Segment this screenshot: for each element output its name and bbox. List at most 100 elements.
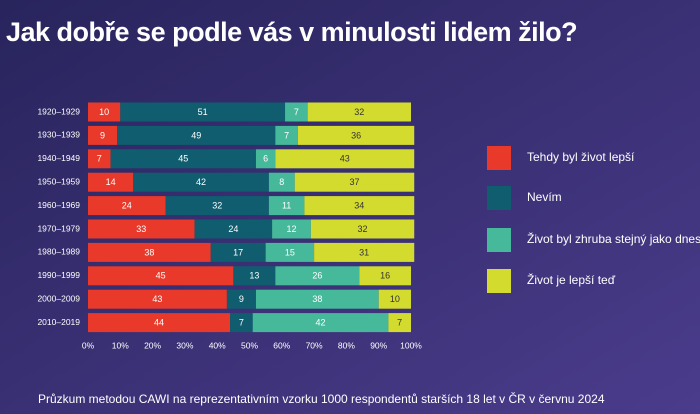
value-label: 7 (97, 154, 102, 164)
value-label: 44 (154, 317, 164, 327)
bar-segment (110, 149, 256, 169)
value-label: 6 (263, 154, 268, 164)
bar-segment (268, 196, 305, 216)
bar-segment (88, 172, 134, 192)
value-label: 32 (358, 224, 368, 234)
bar-segment (304, 196, 415, 216)
value-label: 43 (340, 154, 350, 164)
value-label: 8 (279, 177, 284, 187)
value-label: 10 (390, 294, 400, 304)
bar-segment (210, 242, 266, 262)
bar-segment (388, 313, 411, 333)
bar-segment (285, 102, 308, 122)
legend-label: Nevím (527, 190, 562, 204)
value-label: 31 (359, 247, 369, 257)
x-tick-label: 100% (400, 340, 422, 350)
value-label: 13 (249, 271, 259, 281)
bar-segment (275, 266, 360, 286)
value-label: 7 (397, 317, 402, 327)
category-label: 2010–2019 (37, 317, 80, 327)
x-tick-label: 20% (144, 340, 161, 350)
bar-segment (297, 125, 415, 145)
bar-segment (307, 102, 411, 122)
legend-label: Život je lepší teď (527, 272, 616, 287)
value-label: 11 (282, 200, 291, 210)
x-tick-label: 0% (82, 340, 95, 350)
category-label: 1920–1929 (37, 106, 80, 116)
legend-label: Život byl zhruba stejný jako dnes (527, 231, 700, 246)
value-label: 24 (228, 224, 238, 234)
x-tick-label: 90% (370, 340, 387, 350)
value-label: 10 (99, 107, 109, 117)
value-label: 45 (178, 154, 188, 164)
bar-segment (378, 289, 411, 309)
category-label: 1950–1959 (37, 176, 80, 186)
bar-segment (275, 149, 415, 169)
value-label: 7 (239, 317, 244, 327)
bar-segment (88, 219, 195, 239)
value-label: 24 (122, 200, 132, 210)
bar-segment (314, 242, 415, 262)
bar-segment (88, 313, 231, 333)
legend-label: Tehdy byl život lepší (527, 150, 635, 164)
bar-segment (226, 289, 256, 309)
value-label: 38 (312, 294, 322, 304)
bar-segment (117, 125, 276, 145)
value-label: 37 (349, 177, 359, 187)
bar-segment (88, 149, 111, 169)
value-label: 9 (239, 294, 244, 304)
value-label: 42 (196, 177, 206, 187)
x-tick-label: 40% (209, 340, 226, 350)
bar-segment (88, 266, 234, 286)
value-label: 32 (212, 200, 222, 210)
x-tick-label: 70% (306, 340, 323, 350)
category-label: 1960–1969 (37, 200, 80, 210)
bar-segment (255, 289, 379, 309)
bar-segment (275, 125, 298, 145)
value-label: 14 (106, 177, 116, 187)
value-label: 45 (156, 271, 166, 281)
bar-segment (88, 196, 166, 216)
x-tick-label: 80% (338, 340, 355, 350)
x-tick-label: 30% (176, 340, 193, 350)
legend-swatch (487, 186, 511, 210)
bar-segment (133, 172, 269, 192)
category-label: 2000–2009 (37, 293, 80, 303)
legend-swatch (487, 228, 511, 252)
legend-swatch (487, 269, 511, 293)
category-label: 1970–1979 (37, 223, 80, 233)
category-label: 1980–1989 (37, 247, 80, 257)
x-tick-label: 60% (273, 340, 290, 350)
legend-swatch (487, 146, 511, 170)
value-label: 32 (354, 107, 364, 117)
bar-segment (88, 289, 227, 309)
bar-segment (88, 242, 211, 262)
value-label: 26 (312, 271, 322, 281)
bar-segment (88, 102, 121, 122)
bar-segment (272, 219, 311, 239)
value-label: 43 (152, 294, 162, 304)
bar-segment (233, 266, 276, 286)
bar-segment (194, 219, 273, 239)
value-label: 49 (191, 130, 201, 140)
category-label: 1990–1999 (37, 270, 80, 280)
category-label: 1930–1939 (37, 130, 80, 140)
bar-segment (359, 266, 411, 286)
bar-segment (165, 196, 269, 216)
value-label: 34 (354, 200, 364, 210)
bar-segment (268, 172, 295, 192)
bar-segment (88, 125, 118, 145)
bar-segment (265, 242, 315, 262)
bar-segment (120, 102, 286, 122)
footnote: Průzkum metodou CAWI na reprezentativním… (38, 391, 605, 406)
value-label: 33 (136, 224, 146, 234)
bar-segment (294, 172, 415, 192)
value-label: 9 (100, 130, 105, 140)
bar-segment (255, 149, 276, 169)
chart-title: Jak dobře se podle vás v minulosti lidem… (6, 17, 577, 47)
x-tick-label: 10% (112, 340, 129, 350)
x-tick-label: 50% (241, 340, 258, 350)
value-label: 15 (285, 247, 295, 257)
bar-segment (230, 313, 253, 333)
